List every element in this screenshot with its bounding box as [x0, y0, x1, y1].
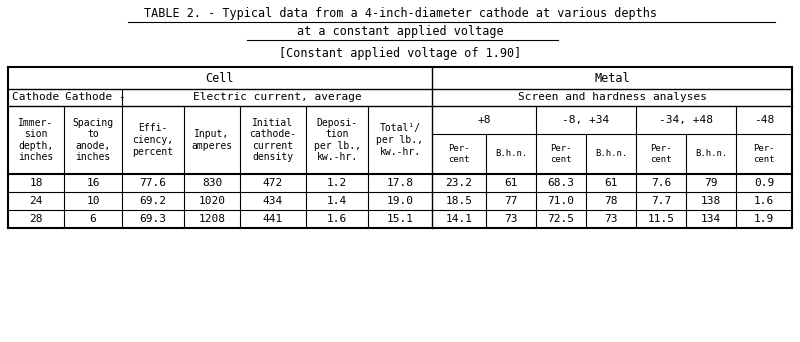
- Text: -48: -48: [754, 115, 774, 125]
- Text: 15.1: 15.1: [386, 214, 414, 224]
- Text: 18: 18: [30, 178, 42, 188]
- Text: 77: 77: [504, 196, 518, 206]
- Text: 69.2: 69.2: [139, 196, 166, 206]
- Text: Per-
cent: Per- cent: [550, 144, 572, 164]
- Text: Per-
cent: Per- cent: [754, 144, 774, 164]
- Text: 0.9: 0.9: [754, 178, 774, 188]
- Text: 18.5: 18.5: [446, 196, 473, 206]
- Text: 1.2: 1.2: [327, 178, 347, 188]
- Text: -34, +48: -34, +48: [659, 115, 713, 125]
- Text: B.h.n.: B.h.n.: [495, 149, 527, 158]
- Text: Deposi-
tion
per lb.,
kw.-hr.: Deposi- tion per lb., kw.-hr.: [314, 118, 361, 162]
- Text: TABLE 2. - Typical data from a 4-inch-diameter cathode at various depths: TABLE 2. - Typical data from a 4-inch-di…: [143, 8, 657, 21]
- Text: 23.2: 23.2: [446, 178, 473, 188]
- Text: 1.4: 1.4: [327, 196, 347, 206]
- Text: 78: 78: [604, 196, 618, 206]
- Text: Immer-
sion
depth,
inches: Immer- sion depth, inches: [18, 118, 54, 162]
- Text: 28: 28: [30, 214, 42, 224]
- Text: 73: 73: [604, 214, 618, 224]
- Text: 1208: 1208: [198, 214, 226, 224]
- Text: 14.1: 14.1: [446, 214, 473, 224]
- Text: 6: 6: [90, 214, 96, 224]
- Text: 61: 61: [604, 178, 618, 188]
- Text: 1.6: 1.6: [754, 196, 774, 206]
- Text: 1.6: 1.6: [327, 214, 347, 224]
- Text: at a constant applied voltage: at a constant applied voltage: [297, 26, 503, 39]
- Text: Metal: Metal: [594, 71, 630, 84]
- Text: -8, +34: -8, +34: [562, 115, 610, 125]
- Text: Per-
cent: Per- cent: [650, 144, 672, 164]
- Text: 11.5: 11.5: [647, 214, 674, 224]
- Text: 472: 472: [263, 178, 283, 188]
- Text: 1.9: 1.9: [754, 214, 774, 224]
- Text: Cell: Cell: [206, 71, 234, 84]
- Text: 1020: 1020: [198, 196, 226, 206]
- Text: 16: 16: [86, 178, 100, 188]
- Text: 73: 73: [504, 214, 518, 224]
- Text: 7.6: 7.6: [651, 178, 671, 188]
- Text: 830: 830: [202, 178, 222, 188]
- Text: Effi-
ciency,
percent: Effi- ciency, percent: [133, 123, 174, 157]
- Text: 10: 10: [86, 196, 100, 206]
- Text: B.h.n.: B.h.n.: [595, 149, 627, 158]
- Text: Spacing
to
anode,
inches: Spacing to anode, inches: [73, 118, 114, 162]
- Text: 24: 24: [30, 196, 42, 206]
- Text: 434: 434: [263, 196, 283, 206]
- Text: Total¹/
per lb.,
kw.-hr.: Total¹/ per lb., kw.-hr.: [377, 123, 423, 157]
- Text: +8: +8: [478, 115, 490, 125]
- Text: 77.6: 77.6: [139, 178, 166, 188]
- Text: 7.7: 7.7: [651, 196, 671, 206]
- Text: Screen and hardness analyses: Screen and hardness analyses: [518, 92, 706, 103]
- Text: 72.5: 72.5: [547, 214, 574, 224]
- Text: 71.0: 71.0: [547, 196, 574, 206]
- Text: 17.8: 17.8: [386, 178, 414, 188]
- Text: 61: 61: [504, 178, 518, 188]
- Text: Initial
cathode-
current
density: Initial cathode- current density: [250, 118, 297, 162]
- Text: [Constant applied voltage of 1.90]: [Constant applied voltage of 1.90]: [279, 47, 521, 60]
- Text: 69.3: 69.3: [139, 214, 166, 224]
- Text: B.h.n.: B.h.n.: [695, 149, 727, 158]
- Text: Electric current, average: Electric current, average: [193, 92, 362, 103]
- Text: Cathode -: Cathode -: [12, 92, 73, 103]
- Text: Cathode -: Cathode -: [65, 92, 126, 103]
- Text: 19.0: 19.0: [386, 196, 414, 206]
- Text: Input,
amperes: Input, amperes: [191, 129, 233, 151]
- Text: 68.3: 68.3: [547, 178, 574, 188]
- Text: 79: 79: [704, 178, 718, 188]
- Text: 441: 441: [263, 214, 283, 224]
- Text: Per-
cent: Per- cent: [448, 144, 470, 164]
- Text: 138: 138: [701, 196, 721, 206]
- Text: 134: 134: [701, 214, 721, 224]
